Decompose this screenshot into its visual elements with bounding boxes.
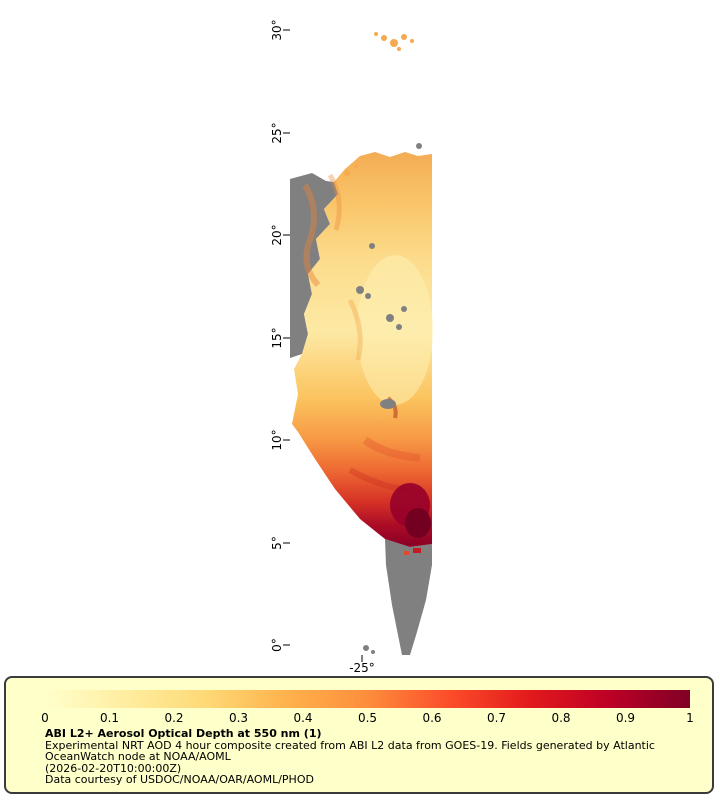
colorbar-tick: 0.6: [422, 711, 442, 725]
caption-line-1: Experimental NRT AOD 4 hour composite cr…: [45, 738, 655, 752]
lat-tick-label-15: 15°: [270, 327, 284, 349]
colorbar-tick: 0.1: [99, 711, 120, 725]
colorbar-tick: 1: [686, 711, 694, 725]
aod-speckles-top: [344, 32, 414, 176]
lat-tick-label-5: 5°: [270, 536, 284, 550]
colorbar-gradient: [45, 690, 690, 708]
colorbar-tick: 0.7: [486, 711, 507, 725]
colorbar-tick: 0.3: [228, 711, 249, 725]
caption-title: ABI L2+ Aerosol Optical Depth at 550 nm …: [45, 727, 322, 740]
aod-field: [292, 152, 433, 555]
lat-tick-label-10: 10°: [270, 429, 284, 451]
colorbar-tick: 0.9: [615, 711, 636, 725]
colorbar-tick: 0.4: [293, 711, 313, 725]
colorbar-tick: 0: [41, 711, 49, 725]
caption-line-3: (2026-02-20T10:00:00Z): [45, 761, 182, 775]
lon-tick-label: -25°: [349, 661, 375, 675]
caption-line-2: OceanWatch node at NOAA/AOML: [45, 750, 231, 764]
colorbar-tick: 0.5: [357, 711, 378, 725]
colorbar-tick: 0.8: [551, 711, 571, 725]
caption-line-4: Data courtesy of USDOC/NOAA/OAR/AOML/PHO…: [45, 773, 314, 787]
nodata-gray-specks: [356, 143, 422, 654]
axis-ticks: [283, 29, 363, 662]
legend-panel: 0 0.1 0.2 0.3 0.4 0.5 0.6 0.7 0.8 0.9 1 …: [4, 676, 714, 794]
colorbar-tick: 0.2: [164, 711, 184, 725]
lat-tick-label-25: 25°: [270, 122, 284, 144]
nodata-gray-region: [290, 173, 432, 655]
caption-block: ABI L2+ Aerosol Optical Depth at 550 nm …: [45, 728, 710, 786]
lat-tick-label-0: 0°: [270, 638, 284, 652]
lat-tick-label-30: 30°: [270, 19, 284, 41]
lat-tick-label-20: 20°: [270, 224, 284, 246]
aod-map-raster: [283, 29, 433, 662]
colorbar-tick-labels: 0 0.1 0.2 0.3 0.4 0.5 0.6 0.7 0.8 0.9 1: [41, 711, 694, 726]
